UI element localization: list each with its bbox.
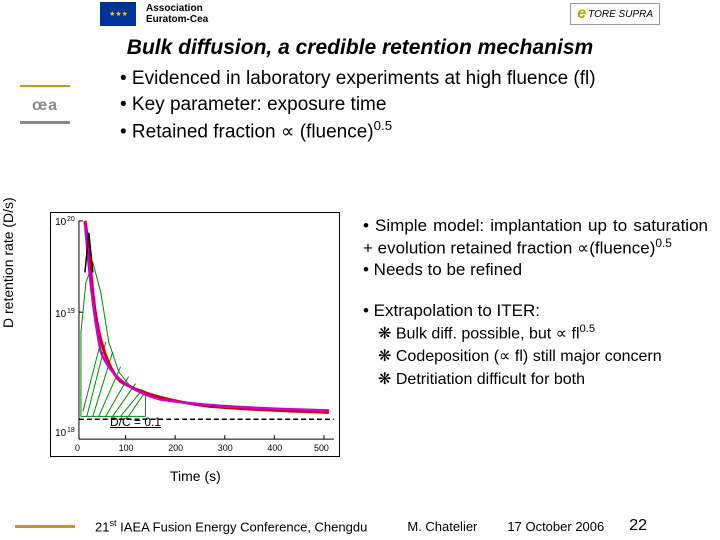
x-axis-label: Time (s) — [170, 468, 221, 484]
right-p1: • Simple model: implantation up to satur… — [363, 215, 708, 280]
tore-e-icon: e — [577, 5, 586, 23]
footer-author: M. Chatelier — [407, 519, 477, 534]
sub-2: ❋ Codeposition (∝ fl) still major concer… — [378, 347, 708, 368]
chart: D retention rate (D/s) 1020 1019 1018 0 … — [10, 210, 350, 480]
bullet-2: • Key parameter: exposure time — [120, 92, 720, 118]
svg-text:10: 10 — [55, 309, 67, 320]
right-extrap: • Extrapolation to ITER: ❋ Bulk diff. po… — [363, 300, 708, 390]
svg-text:500: 500 — [314, 443, 329, 453]
footer-conference: 21st IAEA Fusion Energy Conference, Chen… — [95, 518, 367, 534]
svg-text:0: 0 — [75, 443, 80, 453]
association-text: Association Euratom-Cea — [146, 3, 208, 25]
svg-text:10: 10 — [55, 428, 67, 439]
main-bullets: • Evidenced in laboratory experiments at… — [120, 66, 720, 145]
svg-text:10: 10 — [55, 217, 67, 228]
sub-bullets: ❋ Bulk diff. possible, but ∝ fl0.5 ❋ Cod… — [378, 322, 708, 391]
eu-flag-icon: ★ ★ ★ — [100, 2, 136, 26]
chart-plot: 1020 1019 1018 0 100 200 300 400 500 — [50, 212, 340, 457]
footer-page: 22 — [629, 517, 647, 535]
bullet-1: • Evidenced in laboratory experiments at… — [120, 66, 720, 92]
svg-text:20: 20 — [67, 216, 75, 223]
svg-text:18: 18 — [67, 427, 75, 434]
tore-supra-logo: e TORE SUPRA — [570, 3, 660, 25]
assoc-line1: Association — [146, 3, 208, 14]
svg-text:300: 300 — [218, 443, 233, 453]
svg-text:400: 400 — [267, 443, 282, 453]
cea-logo: œa — [20, 85, 70, 124]
footer-line-icon — [15, 525, 75, 528]
y-axis-label: D retention rate (D/s) — [0, 197, 16, 328]
dc-label: D/C = 0.1 — [110, 415, 161, 429]
footer-date: 17 October 2006 — [507, 519, 604, 534]
footer: 21st IAEA Fusion Energy Conference, Chen… — [0, 517, 720, 535]
bullet-3: • Retained fraction ∝ (fluence)0.5 — [120, 117, 720, 145]
cea-text: œa — [32, 97, 58, 115]
right-text: • Simple model: implantation up to satur… — [363, 215, 708, 410]
header-left: ★ ★ ★ Association Euratom-Cea — [100, 2, 208, 26]
sub-1: ❋ Bulk diff. possible, but ∝ fl0.5 — [378, 322, 708, 345]
assoc-line2: Euratom-Cea — [146, 14, 208, 25]
page-title: Bulk diffusion, a credible retention mec… — [0, 36, 720, 60]
cea-line-icon — [20, 85, 70, 87]
chart-svg: 1020 1019 1018 0 100 200 300 400 500 — [51, 213, 339, 456]
svg-text:100: 100 — [119, 443, 134, 453]
svg-text:19: 19 — [67, 308, 75, 315]
cea-underline-icon — [20, 121, 70, 124]
tore-text: TORE SUPRA — [588, 9, 653, 20]
svg-text:200: 200 — [168, 443, 183, 453]
header: ★ ★ ★ Association Euratom-Cea e TORE SUP… — [0, 0, 720, 28]
sub-3: ❋ Detritiation difficult for both — [378, 370, 708, 391]
